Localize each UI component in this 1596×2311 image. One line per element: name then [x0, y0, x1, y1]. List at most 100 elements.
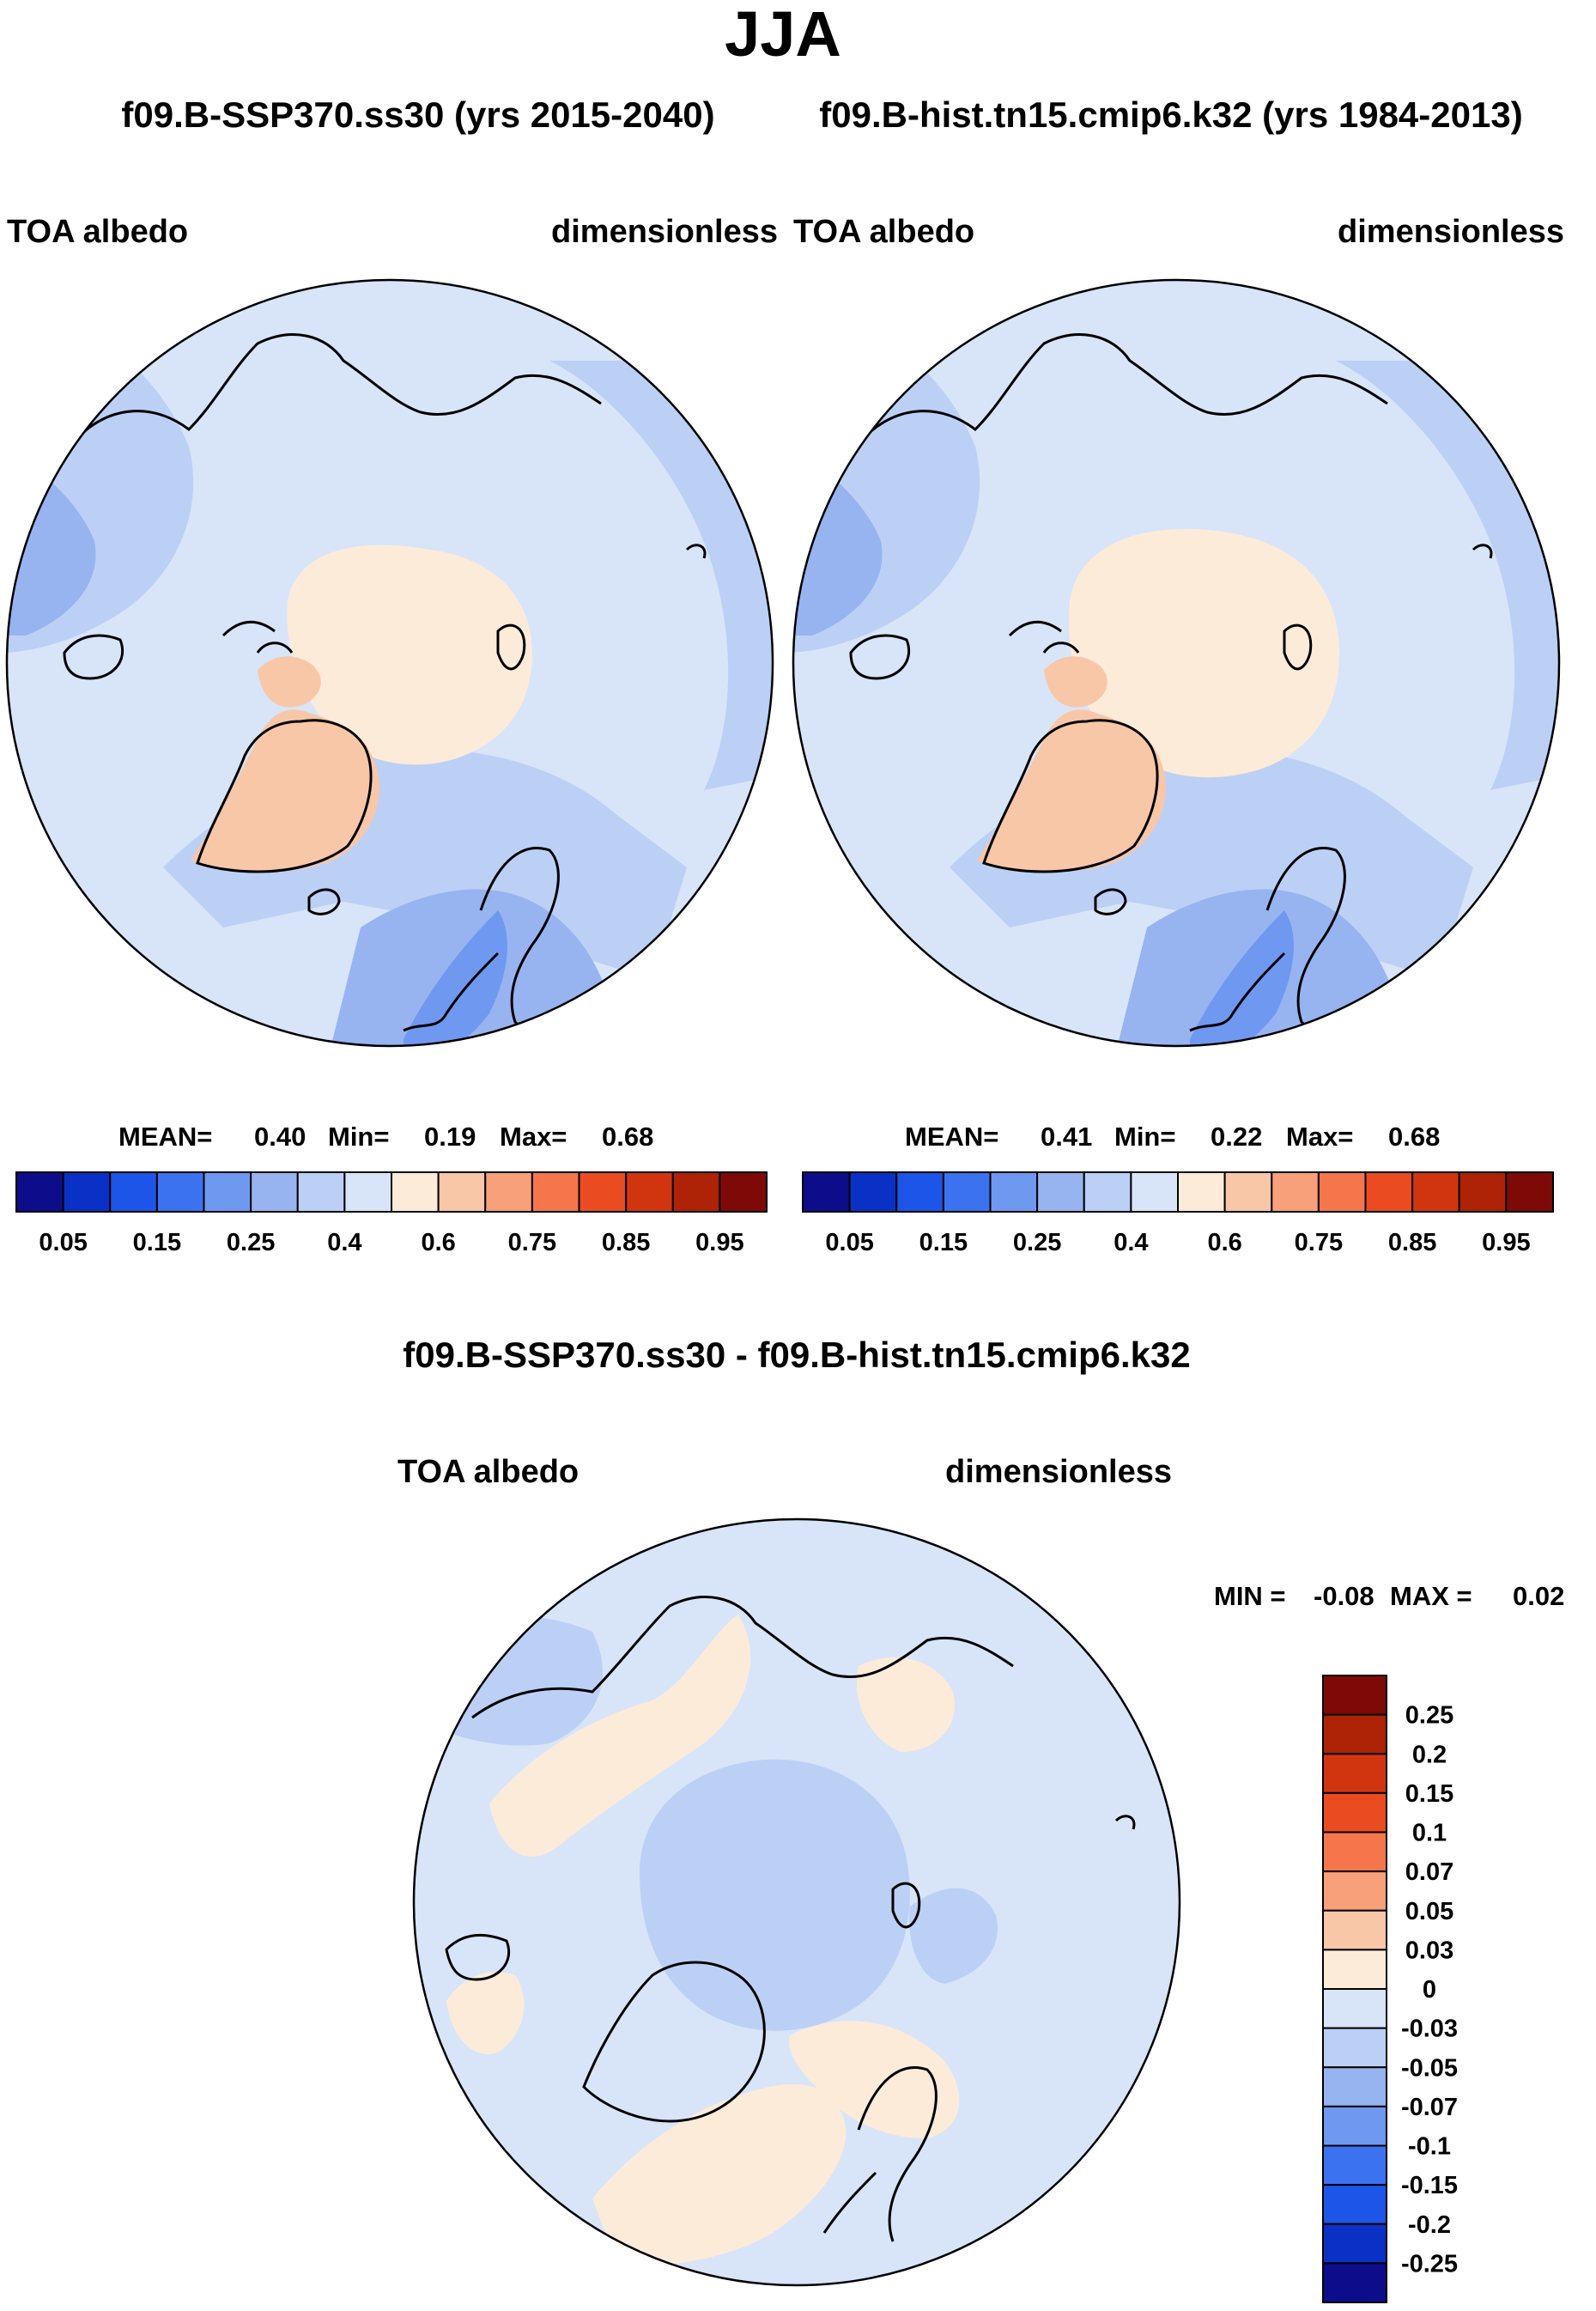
max-label: MAX =	[1390, 1581, 1472, 1611]
colorbar-box	[1322, 2184, 1387, 2225]
field-region-europe	[789, 2021, 960, 2138]
colorbar-box	[1036, 1171, 1085, 1213]
colorbar-case: 0.05 0.15 0.25 0.4 0.6 0.75 0.85 0.95	[15, 1171, 768, 1256]
colorbar-box	[203, 1171, 252, 1213]
colorbar-box	[989, 1171, 1039, 1213]
colorbar-box	[484, 1171, 533, 1213]
colorbar-box	[1322, 1675, 1387, 1716]
colorbar-box	[1322, 1870, 1387, 1912]
map-control	[792, 278, 1561, 1048]
field-region-arctic-ocean	[1069, 528, 1339, 778]
difference-units: dimensionless	[945, 1454, 1172, 1490]
colorbar-tick-label: 0.95	[695, 1229, 743, 1256]
colorbar-box	[1322, 2223, 1387, 2265]
colorbar-box	[155, 1171, 205, 1213]
colorbar-box	[1322, 1949, 1387, 1990]
colorbar-box	[391, 1171, 440, 1213]
map-boundary	[792, 278, 1561, 1048]
colorbar-box	[15, 1171, 64, 1213]
colorbar-box	[625, 1171, 674, 1213]
colorbar-tick-label: -0.07	[1401, 2094, 1458, 2121]
colorbar-tick-label: 0.07	[1405, 1858, 1453, 1886]
colorbar-box	[531, 1171, 580, 1213]
colorbar-tick-label: 0.6	[421, 1229, 455, 1256]
colorbar-tick-label: 0.05	[825, 1229, 873, 1256]
mean-value: 0.40	[254, 1122, 306, 1152]
colorbar-tick-label: -0.05	[1401, 2054, 1458, 2082]
mean-value: 0.41	[1041, 1122, 1092, 1152]
field-region-barents-sea	[909, 1888, 998, 1984]
colorbar-tick-label: 0.85	[1388, 1229, 1436, 1256]
colorbar-box	[1322, 1909, 1387, 1951]
colorbar-tick-label: 0.15	[919, 1229, 968, 1256]
difference-stats: MIN = -0.08 MAX = 0.02	[1214, 1581, 1564, 1611]
field-region-north-pacific	[414, 1615, 603, 1746]
colorbar-box	[671, 1171, 721, 1213]
colorbar-tick-label: -0.2	[1408, 2211, 1451, 2239]
panel-case-stats: MEAN= 0.40 Min= 0.19 Max= 0.68	[118, 1122, 653, 1152]
colorbar-box	[343, 1171, 392, 1213]
min-value: -0.08	[1314, 1581, 1375, 1611]
subtitle-case: f09.B-SSP370.ss30 (yrs 2015-2040)	[121, 94, 714, 135]
colorbar-tick-label: 0.15	[1405, 1780, 1453, 1808]
min-value: 0.22	[1211, 1122, 1262, 1152]
colorbar-box	[1223, 1171, 1273, 1213]
map-case	[5, 278, 774, 1048]
colorbar-tick-label: 0	[1423, 1976, 1436, 2004]
field-region-canadian-archipelago	[258, 656, 321, 708]
colorbar-box	[1322, 1791, 1387, 1834]
min-label: Min=	[328, 1122, 389, 1152]
min-label: Min=	[1114, 1122, 1175, 1152]
colorbar-box	[437, 1171, 487, 1213]
colorbar-tick-label: 0.85	[602, 1229, 650, 1256]
field-region-arctic-ocean	[640, 1759, 910, 2031]
field-region-arctic-ocean	[287, 544, 532, 765]
field-region-baltic	[1190, 910, 1294, 1046]
colorbar-box	[1322, 2144, 1387, 2186]
colorbar-tick-label: 0.03	[1405, 1937, 1453, 1964]
colorbar-box	[250, 1171, 299, 1213]
colorbar-box	[802, 1171, 851, 1213]
colorbar-tick-label: 0.2	[1412, 1741, 1447, 1768]
field-region-greenland	[977, 709, 1166, 873]
colorbar-tick-label: 0.05	[39, 1229, 87, 1256]
max-value: 0.68	[1388, 1122, 1440, 1152]
coastlines	[63, 333, 707, 1032]
panel-case-units: dimensionless	[551, 214, 778, 250]
field-region-baltic	[404, 910, 507, 1046]
max-label: Max=	[1286, 1122, 1353, 1152]
panel-case-variable: TOA albedo	[7, 214, 188, 250]
colorbar-box	[1364, 1171, 1414, 1213]
field-region-greenland	[191, 709, 379, 873]
difference-title: f09.B-SSP370.ss30 - f09.B-hist.tn15.cmip…	[403, 1335, 1190, 1375]
colorbar-box	[1322, 2105, 1387, 2147]
colorbar-box	[1322, 2027, 1387, 2069]
map-boundary	[412, 1517, 1181, 2287]
field-region-canada	[446, 1972, 525, 2054]
difference-variable: TOA albedo	[397, 1454, 579, 1490]
field-region-canadian-archipelago	[1044, 656, 1107, 708]
colorbar-box	[1083, 1171, 1132, 1213]
map-boundary	[5, 278, 774, 1048]
panel-control-stats: MEAN= 0.41 Min= 0.22 Max= 0.68	[905, 1122, 1440, 1152]
colorbar-box	[848, 1171, 898, 1213]
colorbar-control: 0.05 0.15 0.25 0.4 0.6 0.75 0.85 0.95	[802, 1171, 1554, 1256]
colorbar-box	[1322, 1713, 1387, 1755]
colorbar-tick-label: 0.6	[1207, 1229, 1241, 1256]
colorbar-box	[109, 1171, 158, 1213]
colorbar-box	[1322, 2066, 1387, 2107]
colorbar-box	[62, 1171, 112, 1213]
max-label: Max=	[500, 1122, 567, 1152]
colorbar-tick-label: 0.25	[227, 1229, 275, 1256]
colorbar-difference: 0.25 0.2 0.15 0.1 0.07 0.05 0.03 0 -0.03 -0.05 -0.…	[1322, 1675, 1458, 2303]
min-value: 0.19	[424, 1122, 476, 1152]
subtitle-control: f09.B-hist.tn15.cmip6.k32 (yrs 1984-2013…	[819, 94, 1522, 135]
colorbar-box	[1271, 1171, 1320, 1213]
colorbar-box	[1322, 1753, 1387, 1794]
max-value: 0.68	[602, 1122, 653, 1152]
panel-control-variable: TOA albedo	[793, 214, 974, 250]
colorbar-box	[296, 1171, 346, 1213]
mean-label: MEAN=	[118, 1122, 212, 1152]
colorbar-tick-label: 0.4	[1114, 1229, 1148, 1256]
colorbar-box	[1322, 1831, 1387, 1873]
